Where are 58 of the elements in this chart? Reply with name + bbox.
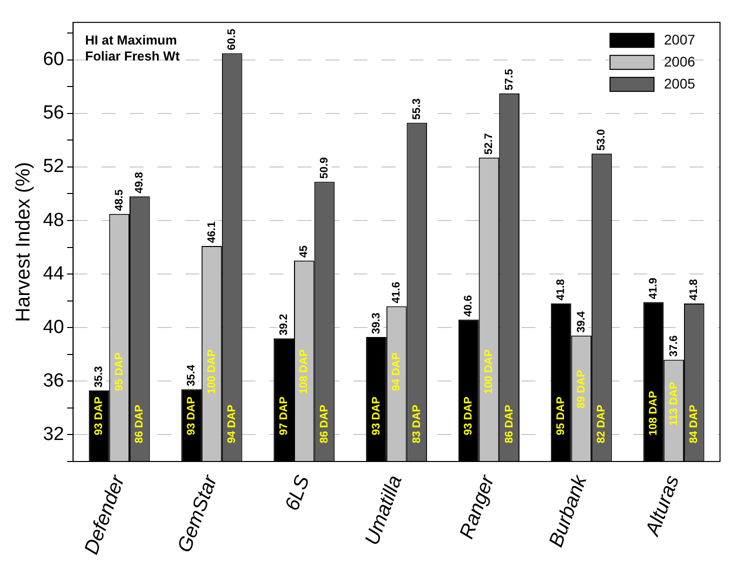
annotation: 95 DAP (555, 396, 568, 436)
annotation: 108 DAP (298, 349, 310, 394)
data-label: 60.5 (226, 28, 238, 50)
y-tick-label: 48 (42, 210, 64, 231)
data-label: 46.1 (206, 222, 218, 243)
annotation: 94 DAP (390, 352, 403, 392)
y-axis-title: Harvest Index (%) (12, 162, 35, 322)
data-label: 53.0 (596, 129, 608, 151)
text: HI at Maximum Foliar Fresh Wt (85, 32, 180, 64)
annotation: 95 DAP (113, 352, 126, 392)
data-label: 49.8 (134, 172, 146, 194)
data-label: 39.4 (575, 310, 588, 333)
x-tick-label: Alturas (641, 472, 684, 540)
annotation: 93 DAP (185, 396, 198, 436)
annotation: 86 DAP (318, 404, 331, 444)
legend-label: 2006 (664, 53, 696, 70)
legend-label: 2005 (664, 75, 696, 92)
data-label: 52.7 (483, 133, 496, 155)
x-tick-label: Ranger (456, 471, 500, 542)
annotation: 108 DAP (647, 390, 660, 436)
data-label: 35.4 (185, 364, 198, 386)
y-tick-label: 40 (42, 316, 64, 338)
y-tick-label: 32 (42, 424, 64, 445)
annotation: 93 DAP (370, 396, 382, 436)
data-label: 35.3 (93, 366, 106, 388)
annotation: 94 DAP (226, 404, 238, 444)
data-label: 55.3 (410, 98, 423, 120)
annotation: 83 DAP (410, 404, 423, 444)
annotation: 84 DAP (688, 404, 700, 444)
data-label: 41.8 (688, 279, 700, 301)
data-label: 41.9 (647, 278, 660, 300)
annotation: 86 DAP (134, 404, 146, 444)
data-label: 39.2 (278, 314, 290, 336)
data-label: 48.5 (113, 189, 126, 211)
data-label: 57.5 (503, 68, 516, 90)
annotation: 97 DAP (278, 396, 290, 436)
data-label: 50.9 (318, 157, 331, 179)
annotation: 100 DAP (206, 349, 218, 394)
y-tick-label: 36 (42, 370, 64, 392)
annotation: 82 DAP (596, 404, 608, 444)
annotation: 86 DAP (503, 404, 516, 444)
y-tick-label: 52 (42, 156, 64, 178)
data-label: 41.8 (555, 279, 568, 301)
x-tick-label: 6LS (281, 472, 314, 514)
legend-label: 2007 (664, 31, 696, 48)
y-tick-label: 60 (42, 49, 64, 70)
data-label: 45 (298, 245, 310, 258)
y-tick-label: 44 (42, 263, 65, 284)
data-label: 37.6 (668, 335, 680, 357)
data-label: 41.6 (390, 282, 403, 304)
annotation: 93 DAP (462, 396, 475, 436)
annotation: 113 DAP (668, 382, 680, 426)
annotation: 93 DAP (93, 396, 106, 436)
data-label: 39.3 (370, 312, 382, 334)
y-tick-label: 56 (42, 102, 64, 124)
annotation: 89 DAP (575, 370, 588, 408)
data-label: 40.6 (462, 295, 475, 317)
annotation: 100 DAP (483, 349, 496, 394)
